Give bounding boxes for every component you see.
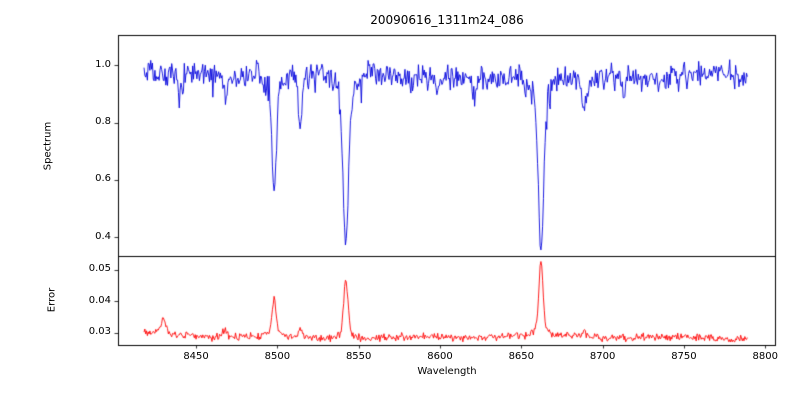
y-tick-label: 1.0 <box>95 58 111 70</box>
y-axis-label-spectrum: Spectrum <box>42 121 54 171</box>
chart-title: 20090616_1311m24_086 <box>370 13 524 27</box>
x-tick-label: 8450 <box>183 351 209 362</box>
y-tick-label: 0.4 <box>95 230 111 242</box>
x-tick-label: 8800 <box>752 351 778 362</box>
x-axis-label: Wavelength <box>417 366 477 377</box>
y-tick-label: 0.03 <box>88 326 111 338</box>
y-tick-label: 0.8 <box>95 116 111 128</box>
y-tick-label: 0.04 <box>88 294 111 306</box>
y-axis-label-error: Error <box>46 287 58 313</box>
x-tick-label: 8600 <box>427 351 453 362</box>
x-tick-label: 8700 <box>589 351 616 362</box>
x-tick-label: 8650 <box>508 351 535 362</box>
x-tick-label: 8750 <box>671 351 697 362</box>
y-tick-label: 0.05 <box>88 263 111 275</box>
x-tick-label: 8500 <box>264 351 291 362</box>
x-tick-label: 8550 <box>345 351 372 362</box>
y-tick-label: 0.6 <box>95 173 111 185</box>
